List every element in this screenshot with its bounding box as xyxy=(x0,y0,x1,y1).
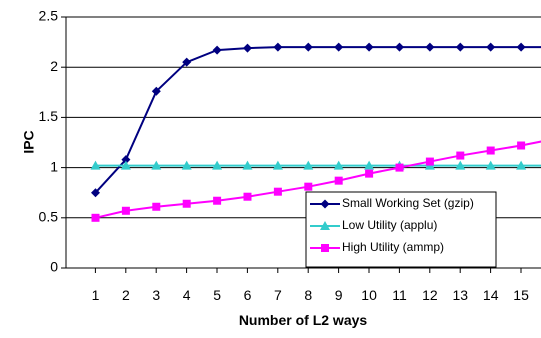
legend-marker xyxy=(321,244,329,252)
data-point xyxy=(426,158,434,166)
y-tick-label: 1 xyxy=(50,158,58,174)
x-tick-label: 10 xyxy=(361,287,377,303)
x-tick-label: 9 xyxy=(335,287,343,303)
data-point xyxy=(456,43,465,52)
data-point xyxy=(304,183,312,191)
x-axis-title: Number of L2 ways xyxy=(239,312,368,328)
data-point xyxy=(396,164,404,172)
x-tick-label: 1 xyxy=(92,287,100,303)
data-point xyxy=(183,200,191,208)
y-tick-label: 1.5 xyxy=(39,108,59,124)
x-tick-label: 2 xyxy=(122,287,130,303)
x-tick-label: 7 xyxy=(274,287,282,303)
x-tick-label: 14 xyxy=(483,287,499,303)
data-point xyxy=(273,43,282,52)
legend: Small Working Set (gzip) Low Utility (app… xyxy=(306,192,496,267)
data-point xyxy=(334,43,343,52)
series-1 xyxy=(91,43,541,198)
data-point xyxy=(244,193,252,201)
data-point xyxy=(486,43,495,52)
data-point xyxy=(243,44,252,53)
series-2 xyxy=(91,161,541,170)
data-point xyxy=(425,43,434,52)
legend-label: Low Utility (applu) xyxy=(342,218,437,232)
data-point xyxy=(456,152,464,160)
data-point xyxy=(213,46,222,55)
data-point xyxy=(395,43,404,52)
x-tick-label: 8 xyxy=(304,287,312,303)
y-axis-title: IPC xyxy=(21,130,37,153)
x-tick-label: 13 xyxy=(453,287,469,303)
data-point xyxy=(487,147,495,155)
x-tick-label: 4 xyxy=(183,287,191,303)
y-tick-labels: 0 0.5 1 1.5 2 2.5 xyxy=(39,8,59,275)
legend-label: Small Working Set (gzip) xyxy=(342,196,474,210)
x-tick-label: 11 xyxy=(392,287,407,303)
data-point xyxy=(152,203,160,211)
y-tick-label: 0.5 xyxy=(39,209,59,225)
data-point xyxy=(517,43,526,52)
data-point xyxy=(365,43,374,52)
legend-label: High Utility (ammp) xyxy=(342,240,444,254)
series-line xyxy=(96,47,541,193)
data-point xyxy=(274,188,282,196)
x-tick-label: 6 xyxy=(244,287,252,303)
x-tick-label: 5 xyxy=(213,287,221,303)
y-tick-label: 2 xyxy=(50,58,58,74)
data-point xyxy=(122,207,130,215)
y-tick-label: 0 xyxy=(50,259,58,275)
x-tick-label: 12 xyxy=(422,287,438,303)
data-point xyxy=(365,170,373,178)
data-point xyxy=(517,142,525,150)
x-tick-label: 3 xyxy=(152,287,160,303)
x-tick-label: 15 xyxy=(513,287,529,303)
x-tick-labels: 12345678910111213141516 xyxy=(92,287,541,303)
data-point xyxy=(213,197,221,205)
data-point xyxy=(304,43,313,52)
y-tick-label: 2.5 xyxy=(39,8,59,24)
data-point xyxy=(92,214,100,222)
data-point xyxy=(335,177,343,185)
